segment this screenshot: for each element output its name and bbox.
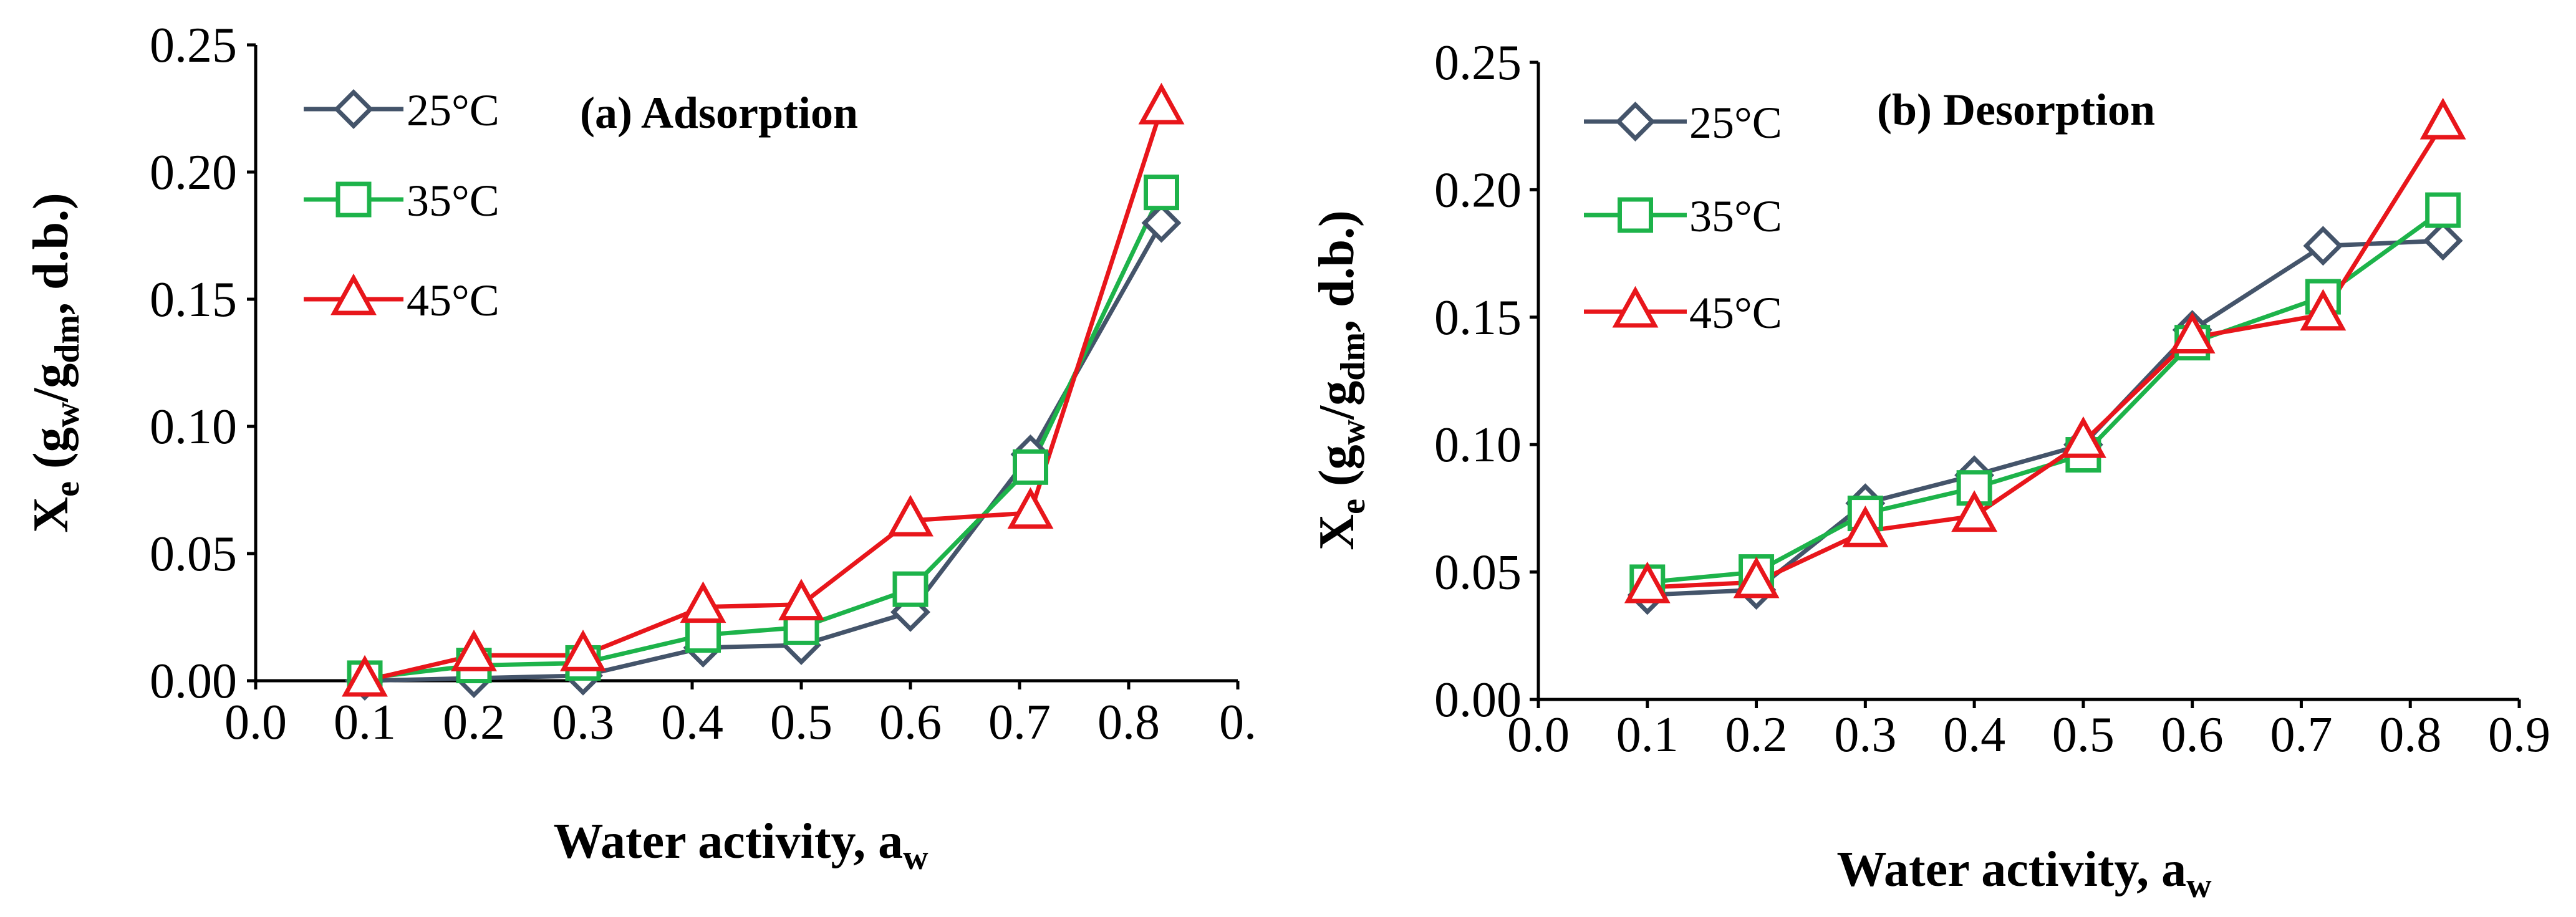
data-point-square	[685, 617, 721, 653]
x-tick-label: 0.4	[1943, 708, 2005, 762]
x-tick-label: 0.2	[1725, 708, 1788, 762]
data-point-triangle	[1951, 490, 1998, 532]
legend-label: 25°C	[407, 85, 499, 135]
x-tick-label: 0.8	[2379, 708, 2441, 762]
legend-label: 35°C	[407, 176, 499, 226]
y-tick-label: 0.00	[1434, 673, 1522, 727]
y-axis-title: Xe (gw/gdm, d.b.)	[1310, 210, 1372, 550]
data-point-triangle	[2419, 97, 2466, 140]
legend-marker-triangle	[330, 273, 377, 315]
legend-label: 45°C	[1689, 288, 1782, 338]
x-tick-label: 0.7	[2270, 708, 2332, 762]
x-tick-label: 0.3	[1834, 708, 1896, 762]
legend-label: 35°C	[1689, 191, 1782, 241]
legend: 25°C 35°C 45°C	[304, 85, 499, 325]
legend-marker-diamond	[334, 89, 374, 129]
y-tick-label: 0.05	[1434, 545, 1522, 600]
x-tick-label: 0.7	[988, 695, 1051, 750]
y-tick-label: 0.10	[1434, 418, 1522, 473]
series-markers-45°C	[342, 82, 1185, 697]
data-point-triangle	[2300, 289, 2347, 331]
x-tick-label: 0.1	[334, 695, 396, 750]
x-axis-title: Water activity, aw	[1836, 842, 2212, 905]
legend-marker-triangle	[1612, 286, 1659, 328]
legend-label: 45°C	[407, 276, 499, 325]
series-markers-35°C	[1629, 192, 2461, 600]
data-point-triangle	[342, 655, 388, 697]
x-tick-label: 0.8	[1097, 695, 1160, 750]
legend-marker-square	[1618, 197, 1653, 233]
series-markers-35°C	[347, 175, 1179, 696]
panel-adsorption: 0.00 0.05 0.10 0.15 0.20 0.25 0.0 0.1 0.2 0.3 0.4 0…	[24, 18, 1257, 877]
data-point-triangle	[1842, 505, 1889, 547]
y-tick-label: 0.05	[150, 527, 237, 582]
y-tick-label: 0.00	[150, 654, 237, 709]
data-point-triangle	[1624, 561, 1671, 603]
data-point-triangle	[778, 579, 824, 621]
legend-marker-square	[335, 181, 372, 218]
x-tick-label: 0.1	[1616, 708, 1679, 762]
legend-label: 25°C	[1689, 98, 1782, 148]
data-point-diamond	[2303, 226, 2343, 266]
panel-desorption: 0.00 0.05 0.10 0.15 0.20 0.25 0.0 0.1 0.2 0.3 0.4 0…	[1310, 36, 2550, 905]
x-tick-label: 0.6	[879, 695, 942, 750]
y-tick-label: 0.15	[150, 272, 237, 327]
legend: 25°C 35°C 45°C	[1584, 98, 1782, 338]
y-tick-label: 0.25	[150, 18, 237, 73]
y-tick-label: 0.10	[150, 400, 237, 454]
x-axis-title: Water activity, aw	[553, 814, 929, 877]
data-point-diamond	[2423, 221, 2463, 261]
legend-marker-diamond	[1615, 102, 1656, 142]
data-point-triangle	[451, 629, 497, 671]
series-markers-45°C	[1624, 97, 2466, 603]
x-tick-label: 0.0	[224, 695, 287, 750]
x-tick-label: 0.6	[2161, 708, 2224, 762]
data-point-triangle	[1138, 82, 1185, 125]
series-line-35°C	[1647, 208, 2444, 585]
data-point-square	[2425, 192, 2461, 228]
data-point-triangle	[560, 629, 606, 671]
series-line-45°C	[1647, 122, 2445, 590]
data-point-square	[892, 571, 929, 607]
y-axis-title: Xe (gw/gdm, d.b.)	[24, 193, 87, 532]
data-point-square	[1144, 175, 1179, 211]
y-tick-label: 0.25	[1434, 36, 1522, 90]
series-line-45°C	[364, 107, 1164, 683]
y-tick-label: 0.20	[1434, 163, 1522, 218]
x-tick-label: 0.3	[552, 695, 614, 750]
x-tick-label: 0.	[1219, 695, 1257, 750]
y-tick-label: 0.15	[1434, 290, 1522, 345]
y-tick-label: 0.20	[150, 145, 237, 200]
x-tick-label: 0.4	[661, 695, 723, 750]
data-point-triangle	[2060, 416, 2106, 458]
data-point-triangle	[1733, 556, 1780, 598]
panel-title: (a) Adsorption	[580, 88, 858, 138]
data-point-square	[1013, 449, 1048, 485]
panel-title: (b) Desorption	[1877, 85, 2155, 135]
x-tick-label: 0.5	[2052, 708, 2115, 762]
data-point-triangle	[2169, 312, 2216, 354]
x-tick-label: 0.5	[770, 695, 832, 750]
x-tick-label: 0.0	[1507, 708, 1570, 762]
data-point-triangle	[680, 581, 726, 623]
data-point-triangle	[887, 494, 933, 537]
data-point-diamond	[1141, 203, 1182, 243]
data-point-triangle	[1007, 487, 1054, 529]
x-tick-label: 0.2	[443, 695, 505, 750]
x-tick-label: 0.9	[2488, 708, 2550, 762]
